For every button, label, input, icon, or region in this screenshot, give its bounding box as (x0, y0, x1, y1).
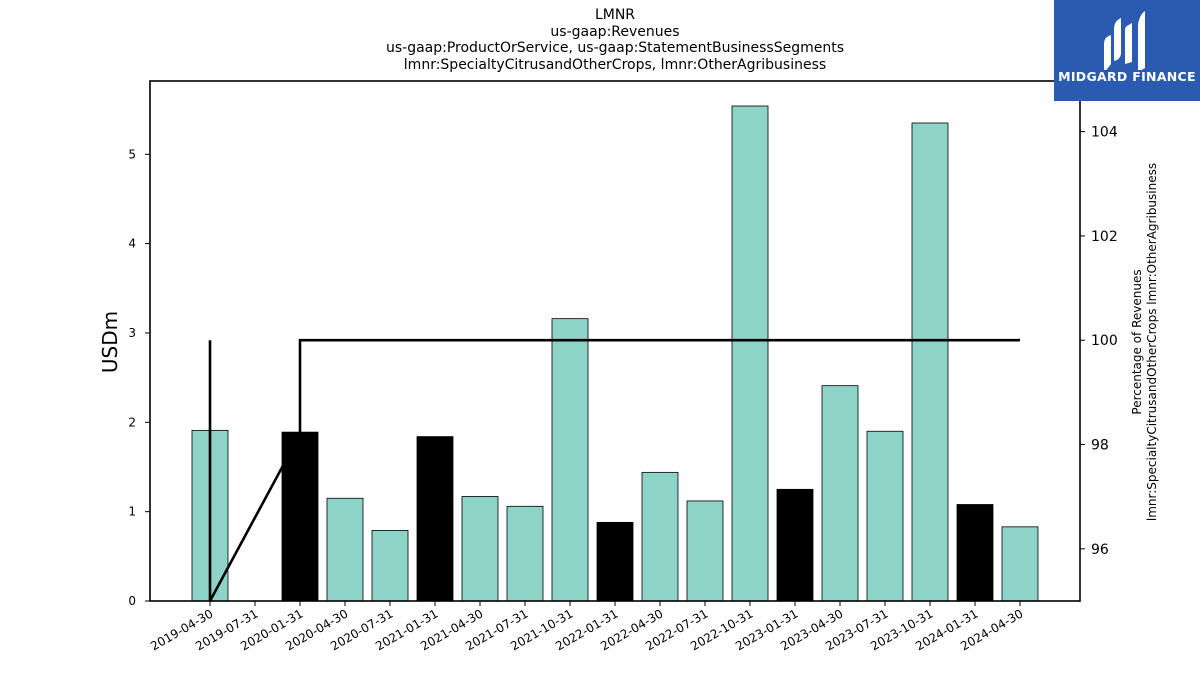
y2-axis-label-line-1: Percentage of Revenues (1130, 269, 1144, 414)
bar-2020-01-31 (281, 431, 319, 602)
bar-2020-04-30 (326, 497, 364, 602)
y-tick-label-3: 3 (128, 326, 136, 340)
chart-title-line-1: LMNR (594, 7, 636, 23)
bar-2021-01-31 (416, 436, 454, 602)
chart-title-line-4: lmnr:SpecialtyCitrusandOtherCrops, lmnr:… (403, 57, 827, 73)
bar-2024-01-31 (956, 504, 994, 602)
y2-tick-label-100: 100 (1091, 333, 1118, 349)
chart-title-line-3: us-gaap:ProductOrService, us-gaap:Statem… (385, 40, 844, 56)
y-tick-label-1: 1 (128, 505, 136, 519)
y-tick-label-0: 0 (128, 594, 136, 608)
bar-2020-07-31 (371, 530, 409, 602)
bar-2022-04-30 (641, 471, 679, 602)
midgard-finance-logo: MIDGARD FINANCE (1054, 0, 1200, 101)
bar-2021-07-31 (506, 505, 544, 602)
bar-2022-10-31 (731, 105, 769, 602)
midgard-logo-icon (1104, 11, 1145, 70)
bar-2023-07-31 (866, 430, 904, 602)
y2-tick-label-104: 104 (1091, 125, 1118, 141)
bar-2021-10-31 (551, 318, 589, 602)
bar-2023-04-30 (821, 385, 859, 602)
y2-tick-label-102: 102 (1091, 229, 1118, 245)
y2-tick-label-98: 98 (1091, 438, 1109, 454)
bar-2021-04-30 (461, 496, 499, 602)
percentage-line (208, 338, 1020, 602)
bar-2024-04-30 (1001, 526, 1039, 602)
logo-text: MIDGARD FINANCE (1058, 69, 1196, 84)
y-axis-label: USDm (98, 311, 122, 373)
y-tick-label-4: 4 (128, 237, 136, 251)
bar-2023-10-31 (911, 122, 949, 602)
y-tick-label-2: 2 (128, 415, 136, 429)
chart-title-line-2: us-gaap:Revenues (550, 24, 680, 40)
y2-axis-label-line-2: lmnr:SpecialtyCitrusandOtherCrops lmnr:O… (1145, 163, 1159, 521)
bar-2022-07-31 (686, 500, 724, 602)
bar-2022-01-31 (596, 521, 634, 602)
y2-tick-label-96: 96 (1091, 542, 1109, 558)
y-tick-label-5: 5 (128, 147, 136, 161)
bar-2023-01-31 (776, 488, 814, 602)
